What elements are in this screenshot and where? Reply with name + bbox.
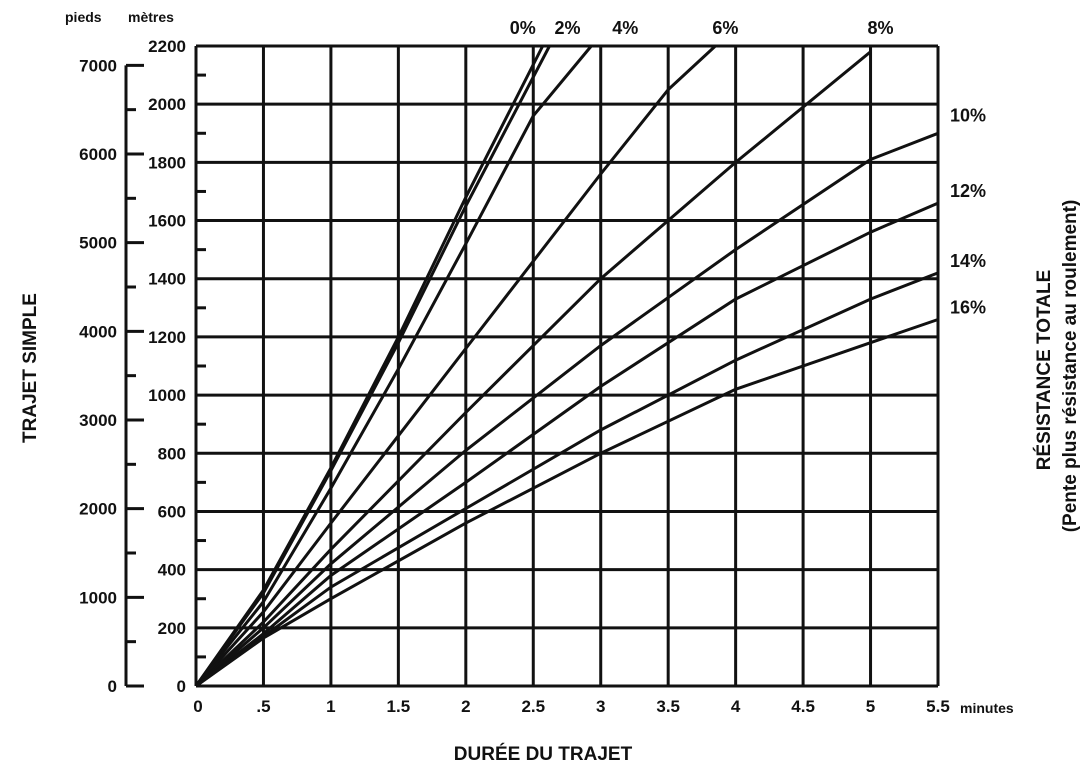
y-unit-metres: mètres — [128, 9, 174, 25]
x-tick-9: 4.5 — [791, 697, 815, 716]
y-tick-feet-1: 1000 — [79, 588, 117, 607]
x-tick-4: 2 — [461, 697, 470, 716]
x-axis-title: DURÉE DU TRAJET — [454, 743, 633, 765]
series-line-8 — [195, 318, 939, 688]
series-label-3: 6% — [712, 18, 738, 38]
y-tick-feet-0: 0 — [108, 677, 117, 696]
x-tick-8: 4 — [731, 697, 741, 716]
series-label-7: 14% — [950, 251, 986, 271]
y-tick-metres-0: 0 — [177, 677, 186, 696]
y-tick-feet-2: 2000 — [79, 500, 117, 519]
y-tick-metres-1: 200 — [158, 619, 186, 638]
x-tick-2: 1 — [326, 697, 335, 716]
series-lines — [194, 44, 939, 688]
y-tick-metres-7: 1400 — [148, 270, 186, 289]
y-axis-metres: 0 200 400 600 800 1000 1200 1400 1600 1800 2000 220… — [148, 37, 198, 696]
x-ticks: 0 .5 1 1.5 2 2.5 3 3.5 4 4.5 5 5.5 — [193, 697, 950, 716]
y-tick-feet-3: 3000 — [79, 411, 117, 430]
series-label-4: 8% — [868, 18, 894, 38]
x-tick-0: 0 — [193, 697, 202, 716]
series-line-5 — [195, 131, 939, 688]
series-label-1: 2% — [554, 18, 580, 38]
y-tick-metres-6: 1200 — [148, 328, 186, 347]
y-axis-title: TRAJET SIMPLE — [20, 293, 41, 443]
series-label-0: 0% — [510, 18, 536, 38]
right-axis-subtitle: (Pente plus résistance au roulement) — [1060, 200, 1081, 533]
series-line-2 — [194, 45, 593, 687]
y-tick-metres-10: 2000 — [148, 95, 186, 114]
x-tick-1: .5 — [256, 697, 270, 716]
y-tick-metres-11: 2200 — [148, 37, 186, 56]
y-tick-feet-5: 5000 — [79, 234, 117, 253]
series-labels: 0% 2% 4% 6% 8% 10% 12% 14% 16% — [510, 18, 986, 317]
x-tick-3: 1.5 — [387, 697, 411, 716]
series-line-7 — [195, 271, 939, 688]
series-label-2: 4% — [612, 18, 638, 38]
y-tick-metres-5: 1000 — [148, 386, 186, 405]
series-line-3 — [194, 44, 717, 688]
series-line-1 — [194, 45, 551, 687]
y-tick-metres-8: 1600 — [148, 212, 186, 231]
series-label-5: 10% — [950, 105, 986, 125]
right-axis-title: RÉSISTANCE TOTALE — [1033, 270, 1055, 471]
series-label-6: 12% — [950, 181, 986, 201]
y-tick-metres-4: 800 — [158, 444, 186, 463]
x-tick-6: 3 — [596, 697, 605, 716]
series-line-0 — [194, 45, 545, 687]
y-tick-metres-9: 1800 — [148, 153, 186, 172]
series-line-4 — [194, 46, 872, 688]
series-line-6 — [195, 201, 939, 688]
x-tick-11: 5.5 — [926, 697, 950, 716]
y-tick-feet-6: 6000 — [79, 145, 117, 164]
x-tick-10: 5 — [866, 697, 875, 716]
x-unit: minutes — [960, 700, 1014, 716]
y-tick-metres-3: 600 — [158, 502, 186, 521]
y-tick-feet-4: 4000 — [79, 322, 117, 341]
x-tick-5: 2.5 — [521, 697, 545, 716]
series-label-8: 16% — [950, 297, 986, 317]
y-axis-feet: 0 1000 2000 3000 4000 5000 6000 7000 — [79, 56, 144, 696]
y-tick-metres-2: 400 — [158, 561, 186, 580]
x-tick-7: 3.5 — [656, 697, 680, 716]
y-unit-feet: pieds — [65, 9, 102, 25]
grid — [194, 44, 940, 688]
y-tick-feet-7: 7000 — [79, 56, 117, 75]
